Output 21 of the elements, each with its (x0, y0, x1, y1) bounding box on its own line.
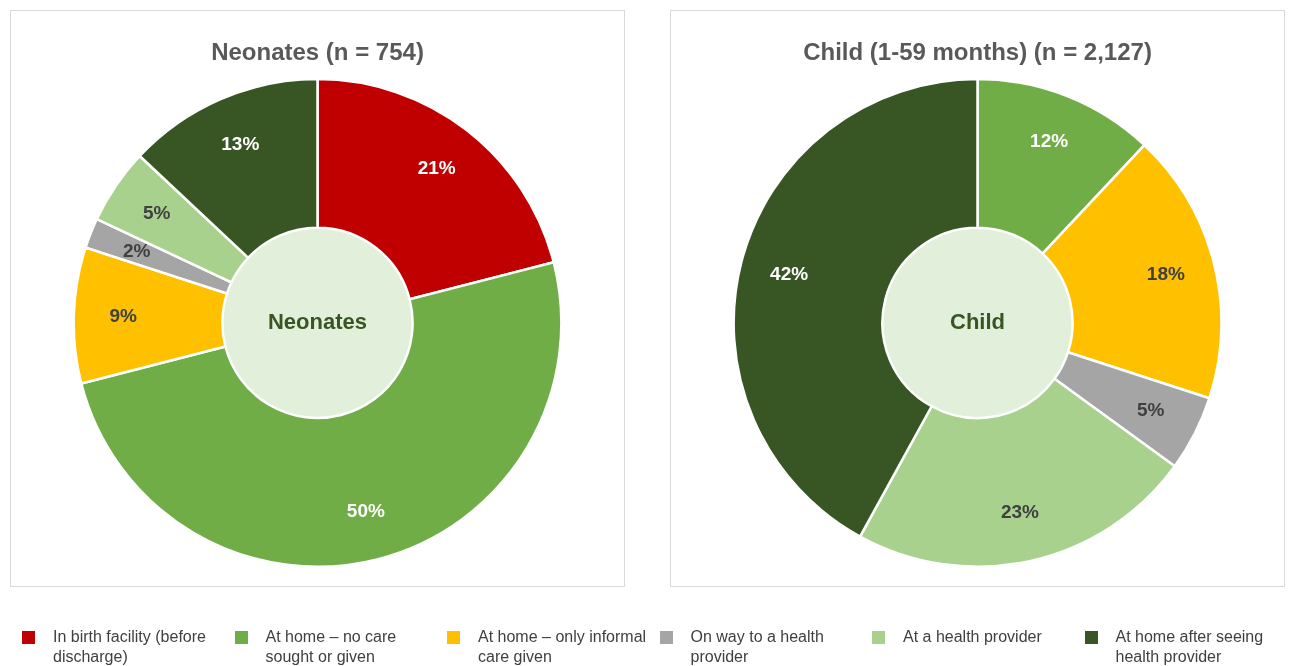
data-label: 13% (221, 132, 260, 154)
legend-label: At home – only informal care given (478, 627, 648, 666)
data-label: 5% (1137, 399, 1165, 421)
chart-title: Child (1-59 months) (n = 2,127) (803, 38, 1152, 66)
legend-label: On way to a health provider (690, 627, 825, 666)
legend-label: At a health provider (903, 627, 1042, 647)
text: Child (950, 308, 1005, 334)
legend-label: In birth facility (before discharge) (53, 627, 207, 666)
data-label: 5% (142, 201, 171, 223)
data-label: 9% (109, 305, 137, 327)
data-label: 18% (1146, 262, 1185, 284)
data-label: 2% (122, 239, 151, 261)
legend-label: At home – no care sought or given (265, 627, 398, 666)
data-label: 12% (1030, 130, 1069, 152)
data-label: 23% (1000, 500, 1040, 522)
data-label: 21% (417, 157, 456, 179)
legend-label: At home after seeing health provider (1115, 627, 1265, 666)
data-label: 50% (346, 499, 385, 521)
data-label: 42% (770, 262, 809, 284)
text: Neonates (267, 308, 368, 334)
chart-title: Neonates (n = 754) (211, 38, 424, 66)
